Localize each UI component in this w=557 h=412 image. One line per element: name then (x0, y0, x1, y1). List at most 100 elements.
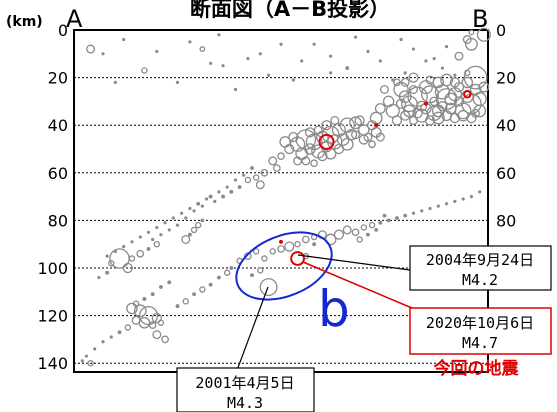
past-event-point (117, 330, 122, 335)
past-event-point (393, 81, 409, 98)
past-event-point (221, 194, 225, 199)
past-event-point (188, 232, 192, 237)
past-event-point (400, 77, 410, 87)
past-event-point (321, 120, 332, 131)
past-event-point (180, 211, 184, 215)
past-event-point (250, 166, 254, 170)
past-event-point (368, 140, 376, 149)
past-event-point (258, 52, 262, 56)
past-event-point (429, 96, 439, 107)
past-event-point (130, 240, 134, 244)
y-tick-label-left: 100 (37, 259, 68, 278)
past-event-point (204, 197, 209, 201)
past-event-point (208, 282, 213, 287)
past-event-point (354, 115, 365, 126)
callout-2004-mag: M4.2 (462, 271, 498, 289)
past-event-point (244, 176, 252, 184)
y-tick-label-left: 20 (48, 69, 68, 88)
past-event-point (159, 285, 163, 289)
past-event-point (310, 159, 318, 168)
past-event-point (192, 292, 196, 297)
past-event-point (261, 255, 268, 262)
past-event-point (188, 40, 192, 44)
past-event-point (151, 312, 162, 324)
past-event-point (167, 228, 171, 232)
past-event-point (293, 156, 303, 166)
past-event-point (146, 247, 151, 251)
past-event-point (440, 66, 445, 70)
past-event-point (122, 244, 126, 249)
y-tick-label-right: 80 (496, 211, 516, 230)
past-event-point (300, 59, 304, 63)
past-event-point (190, 226, 198, 234)
past-event-point (366, 49, 370, 54)
y-tick-label-right: 20 (496, 69, 516, 88)
y-tick-label-right: 40 (496, 116, 516, 135)
past-event-point (329, 71, 333, 75)
callout-2004-date: 2004年9月24日 (426, 251, 534, 269)
callout-box-2004 (409, 245, 552, 291)
past-event-point (196, 201, 201, 206)
past-event-point (462, 35, 472, 45)
past-event-point (80, 359, 84, 363)
past-event-point (252, 248, 260, 255)
figure-title: 断面図（A－B投影） (190, 0, 390, 21)
past-event-point (279, 136, 291, 148)
current-earthquake-label: 今回の地震 (434, 358, 520, 379)
past-event-point (153, 240, 161, 248)
y-tick-label-left: 40 (48, 116, 68, 135)
past-event-point (412, 108, 423, 119)
past-event-point (213, 199, 217, 203)
past-event-point (209, 61, 213, 65)
past-event-point (257, 267, 264, 274)
region-b-ellipse (235, 231, 333, 301)
past-event-point (453, 73, 457, 77)
past-event-point (175, 223, 180, 227)
past-event-point (378, 59, 382, 63)
past-event-point (345, 66, 350, 70)
y-tick-label-left: 120 (37, 307, 68, 326)
region-b-label: b (318, 280, 350, 338)
past-event-point (175, 304, 180, 308)
callout-2001-date: 2001年4月5日 (195, 374, 294, 392)
past-event-point (471, 108, 481, 118)
past-event-point (131, 315, 141, 325)
past-event-point (374, 228, 379, 232)
past-event-point (237, 185, 242, 189)
past-event-point (411, 211, 416, 215)
current-event-point (463, 90, 472, 99)
past-event-point (399, 37, 403, 42)
y-tick-label-left: 0 (58, 21, 68, 40)
past-event-point (369, 111, 383, 125)
past-event-point (313, 125, 323, 135)
past-event-point (171, 216, 175, 220)
past-event-point (188, 206, 192, 211)
past-event-point (152, 330, 162, 340)
past-event-point (148, 321, 157, 329)
past-event-point (444, 92, 458, 106)
past-event-point (155, 49, 159, 54)
past-event-point (142, 297, 147, 301)
current-event-point (318, 133, 335, 150)
callout-2020-date: 2020年10月6日 (426, 314, 534, 332)
current-event-point (374, 123, 379, 128)
past-event-point (122, 37, 126, 42)
point-b-label: B (472, 5, 488, 33)
past-event-point (445, 202, 449, 206)
callout-line-2001 (235, 286, 269, 374)
past-event-point (194, 221, 202, 229)
past-event-point (268, 156, 278, 166)
past-event-point (87, 359, 94, 367)
past-event-point (478, 81, 490, 93)
past-event-point (349, 116, 362, 130)
callout-box-2001 (176, 367, 315, 412)
past-event-point (246, 56, 250, 61)
callout-line-2004 (297, 254, 411, 271)
past-event-point (403, 71, 407, 75)
past-event-point (453, 199, 457, 203)
past-event-point (146, 230, 151, 234)
past-event-point (250, 273, 254, 278)
past-event-point (200, 218, 205, 223)
y-tick-label-left: 60 (48, 164, 68, 183)
past-event-point (461, 197, 465, 201)
